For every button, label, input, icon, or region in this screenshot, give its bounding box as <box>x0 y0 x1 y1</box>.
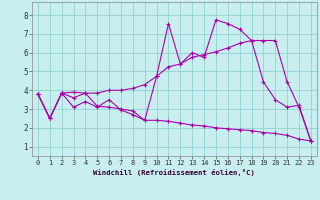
X-axis label: Windchill (Refroidissement éolien,°C): Windchill (Refroidissement éolien,°C) <box>93 169 255 176</box>
